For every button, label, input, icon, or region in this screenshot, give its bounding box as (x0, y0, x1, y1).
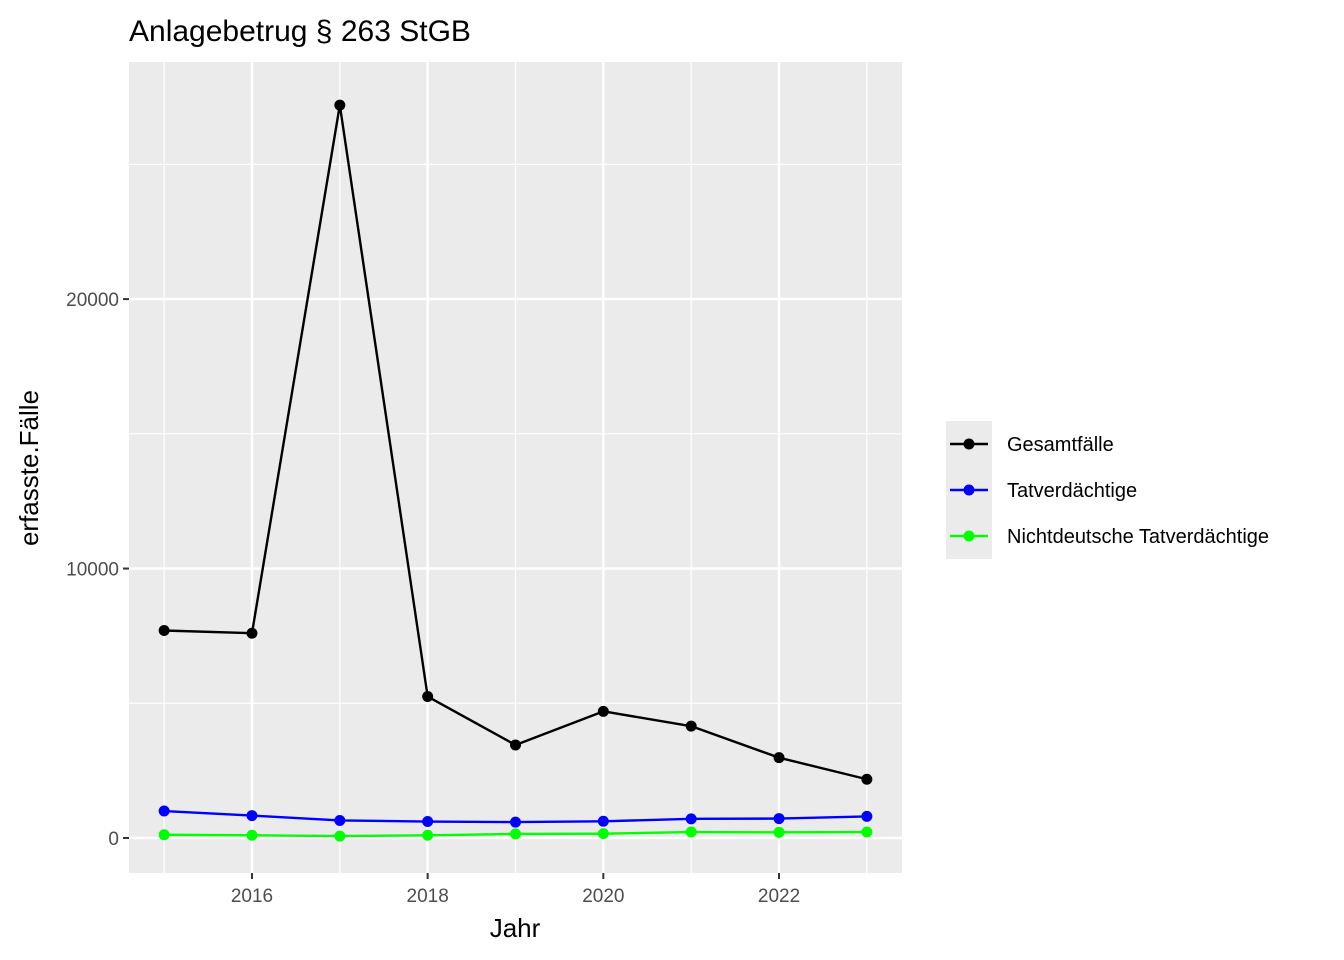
series-2-point (510, 816, 521, 828)
x-axis-title: Jahr (490, 913, 541, 943)
axes: 2016 2018 2020 2022 0 10000 20000 (66, 290, 800, 907)
legend-key-point (963, 438, 975, 450)
series-3-point (773, 826, 785, 838)
legend-key-point (963, 484, 975, 496)
x-tick-label: 2016 (231, 886, 273, 907)
series-2-point (334, 814, 346, 826)
series-1-point (597, 705, 609, 717)
series-1-point (158, 625, 170, 637)
minor-gridlines (129, 62, 902, 873)
series-3-point (685, 826, 697, 838)
legend: Gesamtfälle Tatverdächtige Nichtdeutsche T… (946, 421, 1269, 559)
series-2-point (861, 810, 873, 822)
series-2-point (246, 810, 258, 822)
series-2-point (773, 813, 785, 825)
series-2-point (685, 813, 697, 825)
chart-title: Anlagebetrug § 263 StGB (129, 15, 471, 48)
legend-label: Tatverdächtige (1007, 480, 1137, 502)
y-axis-title: erfasste.Fälle (14, 390, 44, 546)
legend-label: Nichtdeutsche Tatverdächtige (1007, 526, 1269, 548)
series-3-point (246, 829, 258, 841)
y-tick-label: 0 (108, 829, 119, 850)
x-tick-label: 2022 (758, 886, 800, 907)
series-layer (158, 99, 873, 842)
series-1-point (422, 691, 434, 703)
series-1-point (861, 773, 873, 785)
legend-label: Gesamtfälle (1007, 434, 1114, 456)
series-1-point (510, 739, 521, 751)
series-1-point (773, 752, 785, 764)
series-3-point (510, 828, 521, 840)
legend-key-point (963, 530, 975, 542)
series-3-point (597, 828, 609, 840)
y-tick-label: 20000 (66, 290, 119, 311)
x-tick-label: 2020 (582, 886, 624, 907)
series-1-point (334, 99, 346, 111)
series-2-point (422, 816, 434, 828)
series-2-point (158, 805, 170, 817)
series-2-point (597, 815, 609, 827)
series-3-point (158, 829, 170, 841)
y-tick-label: 10000 (66, 560, 119, 581)
x-tick-label: 2018 (407, 886, 449, 907)
series-3-point (861, 826, 873, 838)
series-3-point (422, 829, 434, 841)
series-1-point (685, 720, 697, 732)
series-3-point (334, 830, 346, 842)
series-1-point (246, 627, 258, 639)
major-gridlines (129, 62, 902, 873)
